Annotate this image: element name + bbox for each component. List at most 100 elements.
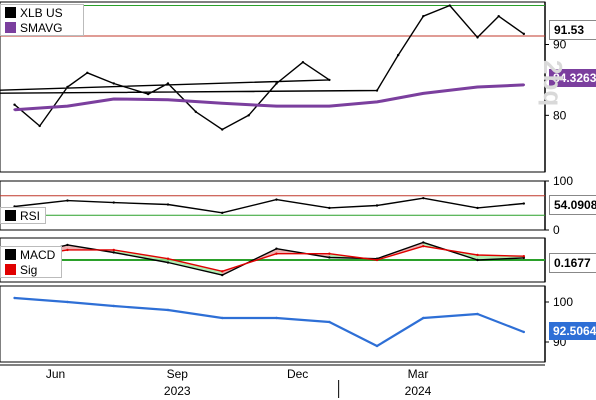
data-point-third-0 xyxy=(375,344,379,348)
data-point-macd-0 xyxy=(221,273,224,277)
data-point-rsi-0 xyxy=(112,201,115,204)
y-tick-label: 90 xyxy=(553,38,567,52)
macd-legend: MACD Sig xyxy=(0,246,62,278)
legend-item-rsi: RSI xyxy=(1,208,45,223)
legend-item-sig: Sig xyxy=(1,262,61,277)
data-point-price-1 xyxy=(66,104,69,108)
rsi-last-tag: 54.0908 xyxy=(549,195,596,215)
data-point-price-1 xyxy=(166,98,170,101)
price-legend: XLB US SMAVG xyxy=(0,4,84,36)
smavg-last-tag: 84.3263 xyxy=(549,69,596,87)
data-point-rsi-0 xyxy=(66,199,69,202)
data-point-price-1 xyxy=(112,97,115,101)
data-point-rsi-0 xyxy=(275,198,278,201)
legend-item-macd: MACD xyxy=(1,247,61,262)
data-point-price-0 xyxy=(476,36,479,39)
y-tick-label: 100 xyxy=(553,295,573,309)
legend-label: RSI xyxy=(20,208,41,223)
data-point-price-0 xyxy=(448,4,451,7)
data-point-macd-1 xyxy=(166,257,170,260)
x-tick-label: Dec xyxy=(287,367,308,381)
data-point-third-0 xyxy=(476,312,479,316)
data-point-price-0 xyxy=(247,114,250,117)
data-point-price-0 xyxy=(422,14,425,18)
data-point-macd-1 xyxy=(328,252,331,255)
data-point-price-1 xyxy=(522,83,526,87)
third-last-tag: 92.5064 xyxy=(549,322,596,340)
data-point-third-0 xyxy=(13,296,16,300)
data-point-price-1 xyxy=(476,85,479,89)
data-point-price-1 xyxy=(221,102,224,105)
data-point-macd-1 xyxy=(112,248,115,252)
data-point-rsi-0 xyxy=(221,211,224,215)
panel-frame-third xyxy=(0,285,546,363)
rsi-legend: RSI xyxy=(0,207,46,224)
data-point-third-0 xyxy=(221,316,224,320)
data-point-rsi-0 xyxy=(375,204,379,207)
data-point-rsi-0 xyxy=(476,206,479,210)
data-point-price-0 xyxy=(166,82,170,85)
data-point-price-0 xyxy=(38,124,41,128)
data-point-price-1 xyxy=(328,104,331,108)
x-tick-label: Mar xyxy=(408,367,429,381)
data-point-third-0 xyxy=(112,304,115,308)
legend-label: XLB US xyxy=(20,5,63,20)
data-point-price-0 xyxy=(221,128,224,131)
data-point-macd-0 xyxy=(66,243,69,247)
data-point-price-0 xyxy=(194,110,197,113)
data-point-macd-1 xyxy=(522,255,526,258)
x-tick-label: Sep xyxy=(167,367,189,381)
data-point-macd-1 xyxy=(66,248,69,252)
data-point-price-1 xyxy=(375,100,379,104)
x-year-label: 2023 xyxy=(164,384,191,398)
data-point-price-0 xyxy=(522,32,526,36)
data-point-third-0 xyxy=(66,300,69,304)
data-point-third-0 xyxy=(328,320,331,324)
data-point-price-0 xyxy=(66,85,69,89)
data-point-macd-1 xyxy=(375,258,379,262)
data-point-third-0 xyxy=(422,316,425,320)
data-point-price-0 xyxy=(112,82,115,85)
y-tick-label: 0 xyxy=(553,223,560,237)
data-point-macd-1 xyxy=(476,253,479,257)
data-point-macd-0 xyxy=(166,261,170,264)
data-point-macd-0 xyxy=(476,258,479,262)
data-point-price-0 xyxy=(146,92,150,96)
legend-label: MACD xyxy=(20,247,56,262)
data-point-rsi-0 xyxy=(522,202,526,205)
data-point-macd-0 xyxy=(422,241,425,244)
legend-item-smavg: SMAVG xyxy=(1,20,83,35)
data-point-macd-0 xyxy=(112,251,115,254)
data-point-macd-0 xyxy=(275,247,278,250)
data-point-macd-1 xyxy=(275,252,278,255)
data-point-price-0 xyxy=(275,82,278,85)
data-point-price-0 xyxy=(328,78,331,82)
data-point-price-0 xyxy=(13,103,16,106)
macd-cross-fill xyxy=(167,258,223,276)
data-point-third-0 xyxy=(522,330,526,334)
data-point-price-0 xyxy=(86,71,89,75)
legend-label: Sig xyxy=(20,262,38,277)
data-point-price-0 xyxy=(396,53,400,57)
price-last-tag: 91.53 xyxy=(549,20,596,40)
data-point-price-1 xyxy=(422,92,425,95)
watermark-text: 2bq xyxy=(538,60,568,107)
panel-frame-rsi xyxy=(0,180,546,231)
macd-last-tag: 0.1677 xyxy=(549,253,596,273)
x-tick-label: Jun xyxy=(46,367,65,381)
data-point-price-0 xyxy=(497,14,500,18)
x-year-label: 2024 xyxy=(405,384,432,398)
data-point-third-0 xyxy=(275,316,278,320)
data-point-price-0 xyxy=(375,89,379,92)
data-point-price-1 xyxy=(275,104,278,108)
data-point-rsi-0 xyxy=(422,196,425,200)
data-point-macd-0 xyxy=(328,256,331,259)
legend-label: SMAVG xyxy=(20,20,63,35)
data-point-price-0 xyxy=(301,61,305,64)
data-point-macd-1 xyxy=(422,244,425,248)
y-tick-label: 100 xyxy=(553,174,573,188)
y-tick-label: 80 xyxy=(553,108,567,122)
data-point-third-0 xyxy=(166,308,170,312)
data-point-rsi-0 xyxy=(328,206,331,210)
